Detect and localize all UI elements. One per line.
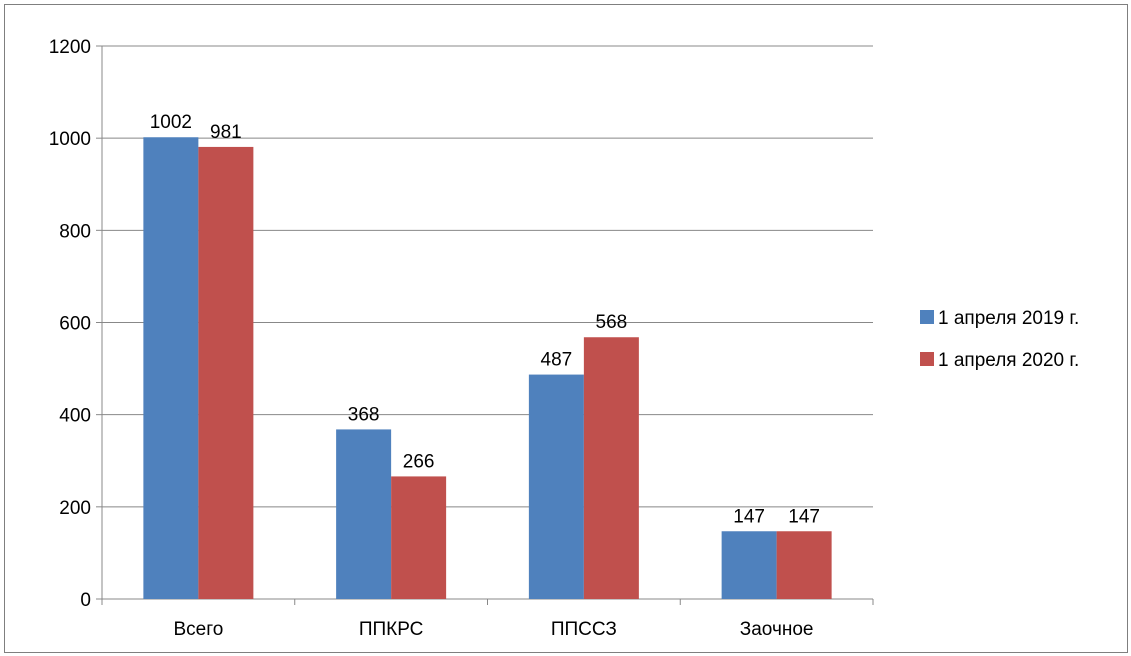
bar [583, 337, 639, 599]
data-label: 568 [596, 312, 628, 333]
x-category-label: ППКРС [359, 619, 424, 640]
legend: 1 апреля 2019 г. 1 апреля 2020 г. [920, 308, 1079, 371]
legend-swatch [920, 310, 934, 324]
y-tick-label: 800 [59, 221, 91, 242]
bar [721, 531, 777, 599]
x-category-label: Всего [173, 619, 223, 640]
data-label: 266 [403, 451, 435, 472]
data-label: 368 [348, 404, 380, 425]
y-tick-label: 600 [59, 314, 91, 335]
y-tick-label: 1000 [49, 129, 91, 150]
data-labels: 1002 981 368 266 487 568 147 147 [150, 112, 820, 527]
legend-label: 1 апреля 2020 г. [938, 350, 1079, 371]
bar-chart: 0 200 400 600 800 1000 1200 Всего ППКРС ППССЗ Заоч… [49, 37, 1080, 640]
x-category-label: Заочное [740, 619, 814, 640]
bar [776, 531, 832, 599]
bar [143, 137, 199, 599]
y-tick-label: 400 [59, 406, 91, 427]
legend-swatch [920, 352, 934, 366]
y-tick-label: 0 [80, 590, 91, 611]
legend-label: 1 апреля 2019 г. [938, 308, 1079, 329]
data-label: 487 [541, 350, 573, 371]
data-label: 1002 [150, 112, 192, 133]
bar [391, 476, 447, 599]
bars [143, 137, 832, 600]
data-label: 981 [210, 122, 242, 143]
data-label: 147 [733, 506, 765, 527]
y-tick-label: 1200 [49, 37, 91, 58]
x-category-label: ППССЗ [551, 619, 617, 640]
bar [336, 429, 392, 599]
bar [198, 146, 254, 600]
chart-frame: 0 200 400 600 800 1000 1200 Всего ППКРС ППССЗ Заоч… [4, 4, 1128, 653]
data-label: 147 [788, 506, 820, 527]
bar [528, 374, 584, 599]
y-tick-label: 200 [59, 498, 91, 519]
